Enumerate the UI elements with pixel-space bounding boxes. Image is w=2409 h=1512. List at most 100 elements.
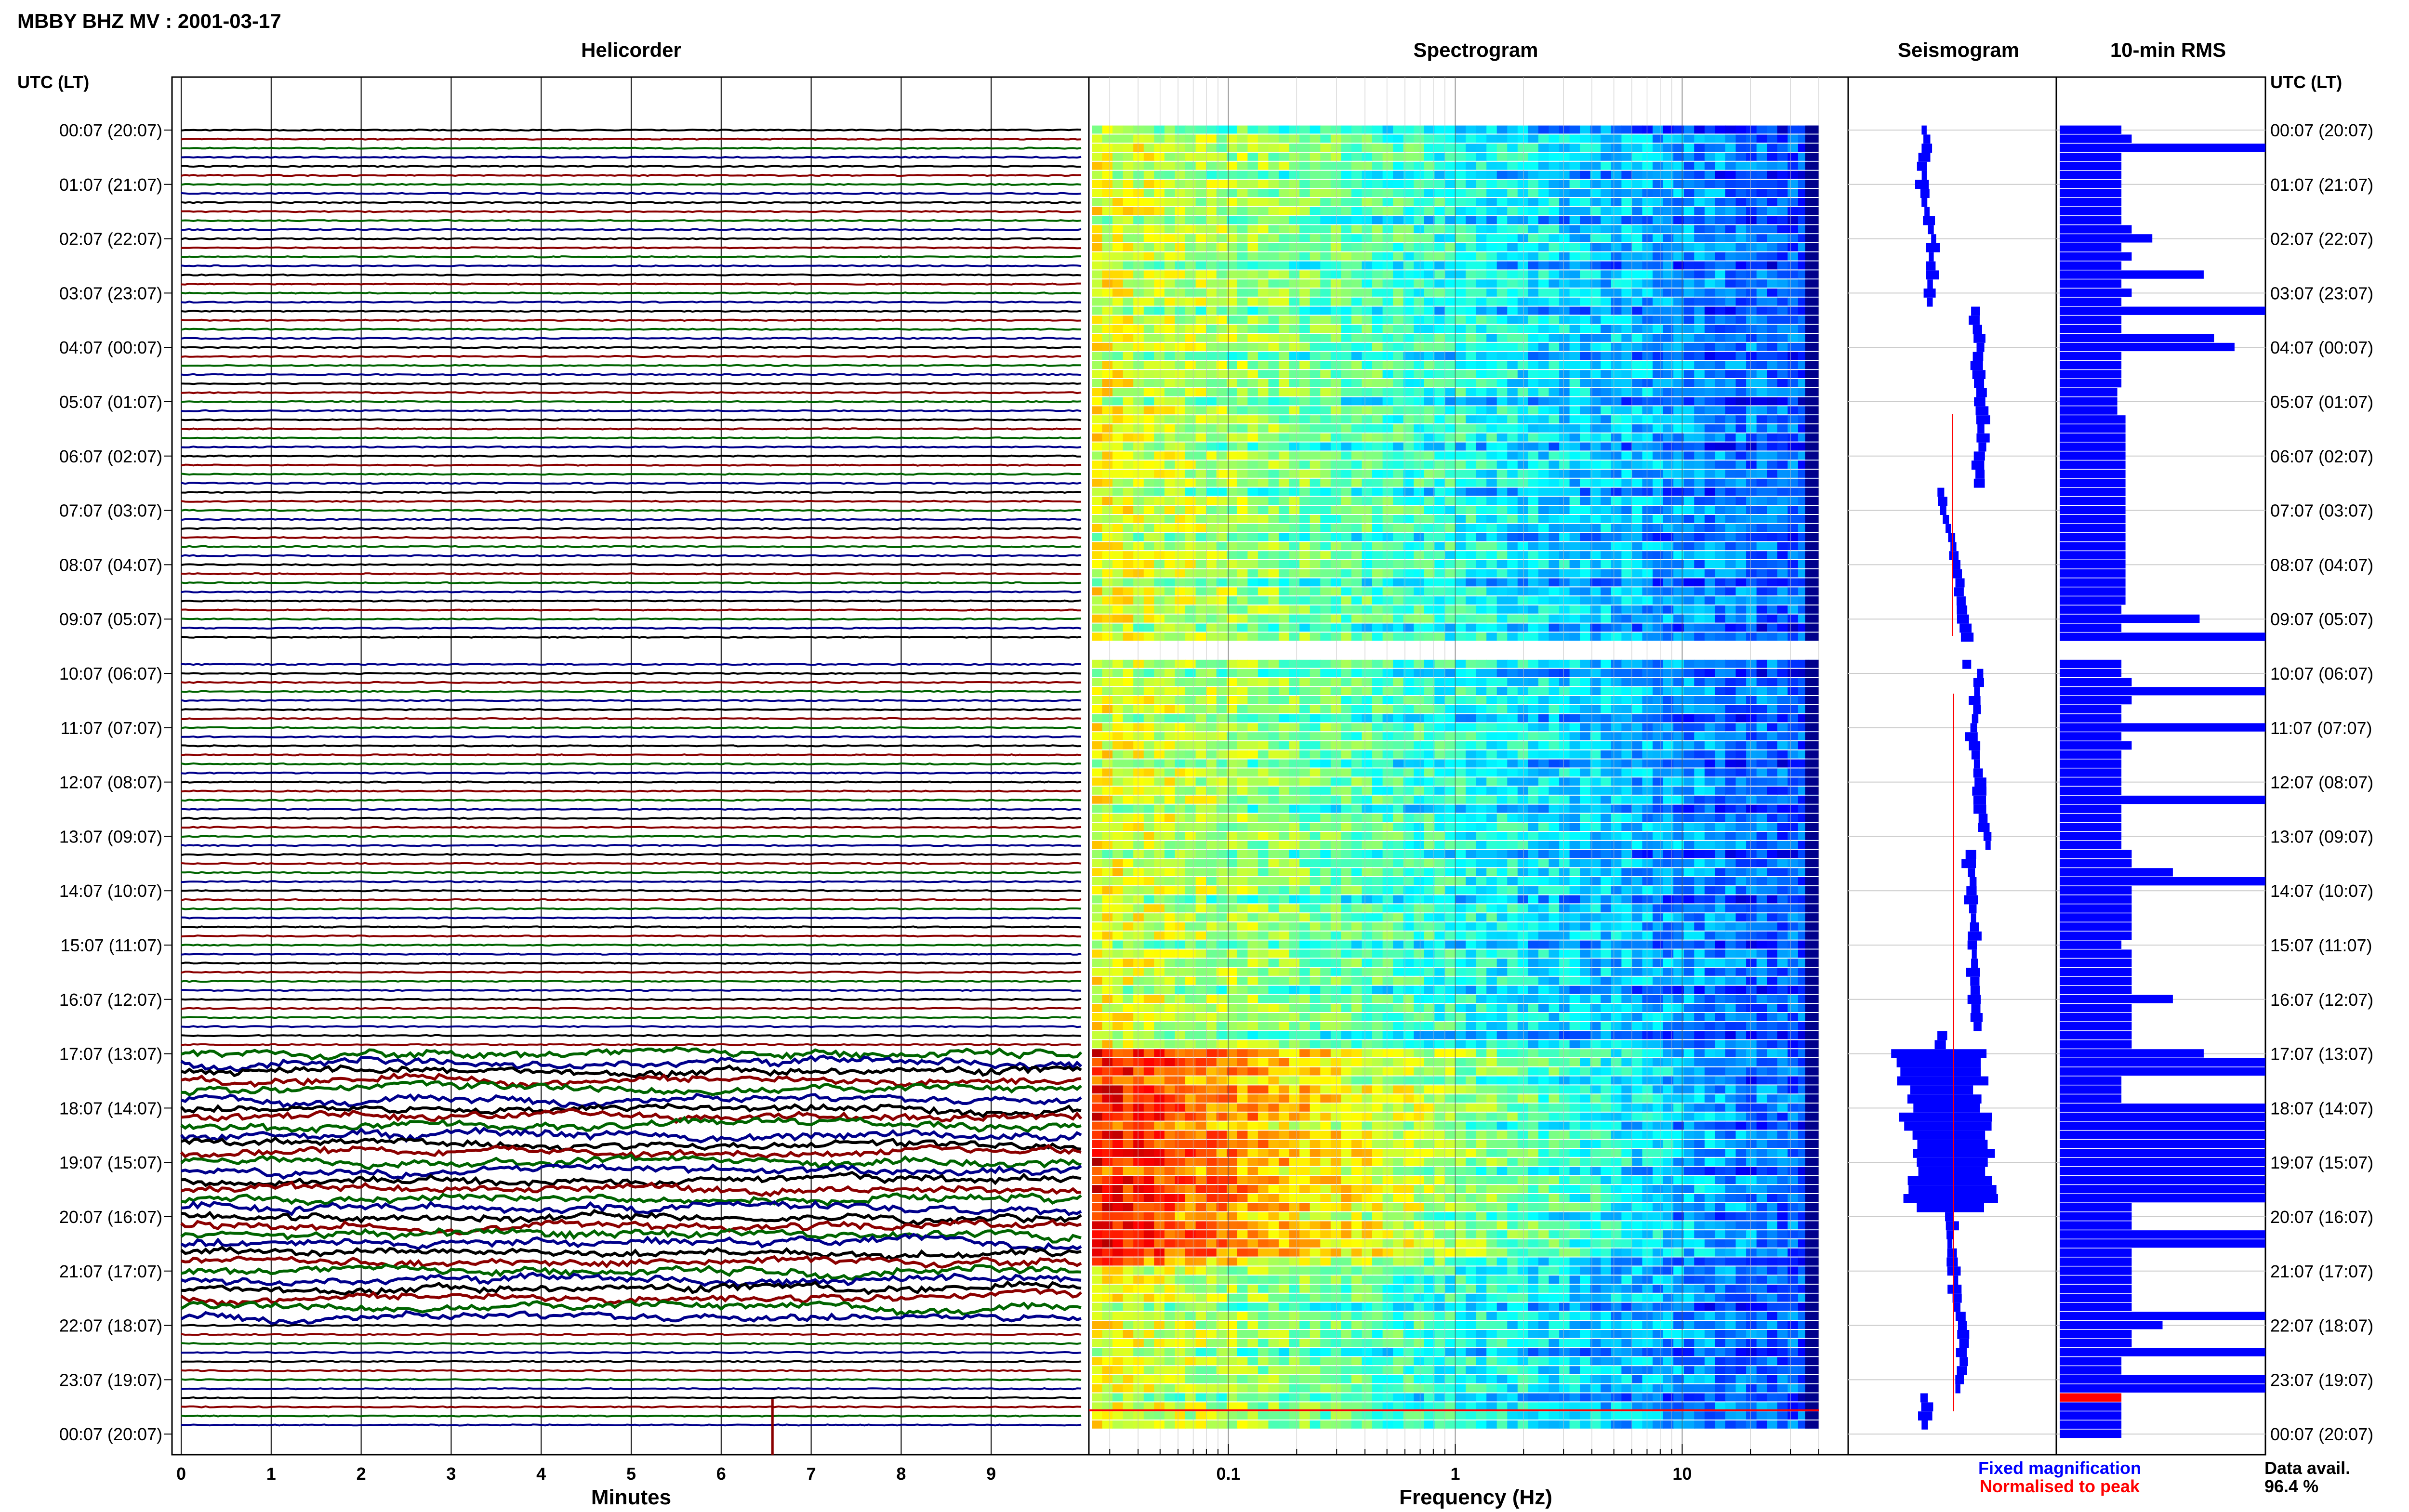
spectrogram-cell bbox=[1653, 560, 1664, 568]
spectrogram-cell bbox=[1185, 587, 1196, 596]
spectrogram-cell bbox=[1496, 470, 1508, 478]
spectrogram-cell bbox=[1715, 361, 1726, 369]
spectrogram-cell bbox=[1351, 487, 1363, 496]
spectrogram-cell bbox=[1694, 723, 1705, 732]
spectrogram-cell bbox=[1466, 379, 1477, 387]
spectrogram-cell bbox=[1756, 587, 1768, 596]
spectrogram-cell bbox=[1227, 397, 1238, 406]
spectrogram-cell bbox=[1611, 361, 1622, 369]
spectrogram-cell bbox=[1195, 297, 1206, 306]
spectrogram-cell bbox=[1683, 161, 1695, 170]
spectrogram-cell bbox=[1164, 153, 1176, 161]
helicorder-trace bbox=[181, 156, 1082, 159]
spectrogram-cell bbox=[1444, 370, 1456, 378]
spectrogram-cell bbox=[1227, 478, 1238, 487]
spectrogram-cell bbox=[1175, 424, 1186, 433]
spectrogram-cell bbox=[1559, 361, 1570, 369]
spectrogram-cell bbox=[1320, 234, 1331, 242]
spectrogram-cell bbox=[1227, 506, 1238, 514]
spectrogram-cell bbox=[1154, 370, 1165, 378]
spectrogram-cell bbox=[1538, 234, 1549, 242]
spectrogram-cell bbox=[1133, 388, 1144, 396]
spectrogram-cell bbox=[1227, 524, 1238, 532]
helicorder-trace bbox=[181, 400, 1082, 404]
spectrogram-cell bbox=[1715, 153, 1726, 161]
spectrogram-cell bbox=[1673, 750, 1684, 759]
spectrogram-cell bbox=[1673, 732, 1684, 740]
spectrogram-cell bbox=[1767, 678, 1778, 686]
spectrogram-cell bbox=[1580, 669, 1591, 677]
spectrogram-cell bbox=[1725, 415, 1736, 423]
spectrogram-cell bbox=[1559, 487, 1570, 496]
spectrogram-cell bbox=[1112, 316, 1124, 324]
spectrogram-cell bbox=[1611, 524, 1622, 532]
spectrogram-cell bbox=[1466, 361, 1477, 369]
spectrogram-cell bbox=[1507, 297, 1518, 306]
spectrogram-cell bbox=[1767, 623, 1778, 632]
spectrogram-cell bbox=[1601, 316, 1612, 324]
spectrogram-cell bbox=[1092, 161, 1103, 170]
helicorder-trace bbox=[181, 509, 1082, 512]
spectrogram-cell bbox=[1206, 243, 1217, 251]
spectrogram-cell bbox=[1653, 678, 1664, 686]
spectrogram-cell bbox=[1559, 696, 1570, 704]
spectrogram-cell bbox=[1237, 569, 1248, 578]
spectrogram-cell bbox=[1756, 705, 1768, 713]
spectrogram-cell bbox=[1320, 171, 1331, 179]
spectrogram-cell bbox=[1434, 352, 1445, 360]
spectrogram-cell bbox=[1185, 216, 1196, 224]
spectrogram-cell bbox=[1330, 442, 1342, 451]
spectrogram-cell bbox=[1123, 180, 1134, 188]
spectrogram-cell bbox=[1330, 252, 1342, 261]
spectrogram-cell bbox=[1372, 705, 1383, 713]
spectrogram-cell bbox=[1507, 198, 1518, 206]
spectrogram-cell bbox=[1621, 388, 1632, 396]
spectrogram-cell bbox=[1195, 506, 1206, 514]
spectrogram-cell bbox=[1247, 478, 1258, 487]
spectrogram-cell bbox=[1154, 569, 1165, 578]
spectrogram-cell bbox=[1590, 551, 1602, 559]
spectrogram-cell bbox=[1206, 587, 1217, 596]
spectrogram-cell bbox=[1455, 161, 1466, 170]
spectrogram-cell bbox=[1279, 460, 1290, 469]
spectrogram-cell bbox=[1507, 659, 1518, 668]
spectrogram-cell bbox=[1611, 659, 1622, 668]
spectrogram-cell bbox=[1351, 750, 1363, 759]
spectrogram-cell bbox=[1569, 632, 1580, 641]
spectrogram-cell bbox=[1528, 659, 1539, 668]
spectrogram-cell bbox=[1538, 180, 1549, 188]
spectrogram-cell bbox=[1341, 171, 1352, 179]
spectrogram-cell bbox=[1102, 189, 1113, 197]
spectrogram-cell bbox=[1611, 614, 1622, 623]
spectrogram-cell bbox=[1175, 342, 1186, 351]
spectrogram-cell bbox=[1164, 470, 1176, 478]
spectrogram-cell bbox=[1247, 705, 1258, 713]
helicorder-trace bbox=[181, 346, 1082, 349]
spectrogram-cell bbox=[1351, 524, 1363, 532]
spectrogram-cell bbox=[1538, 207, 1549, 215]
spectrogram-cell bbox=[1185, 714, 1196, 723]
helicorder-trace bbox=[180, 1153, 1082, 1170]
spectrogram-cell bbox=[1382, 678, 1393, 686]
spectrogram-cell bbox=[1351, 342, 1363, 351]
spectrogram-cell bbox=[1195, 451, 1206, 460]
spectrogram-cell bbox=[1704, 370, 1716, 378]
spectrogram-cell bbox=[1642, 506, 1653, 514]
spectrogram-cell bbox=[1351, 134, 1363, 143]
spectrogram-cell bbox=[1268, 687, 1279, 695]
spectrogram-cell bbox=[1704, 207, 1716, 215]
spectrogram-cell bbox=[1683, 678, 1695, 686]
spectrogram-cell bbox=[1621, 533, 1632, 541]
spectrogram-cell bbox=[1767, 279, 1778, 288]
spectrogram-cell bbox=[1496, 125, 1508, 134]
spectrogram-cell bbox=[1683, 225, 1695, 234]
spectrogram-cell bbox=[1299, 696, 1310, 704]
spectrogram-cell bbox=[1611, 451, 1622, 460]
spectrogram-cell bbox=[1393, 623, 1404, 632]
spectrogram-cell bbox=[1694, 687, 1705, 695]
spectrogram-cell bbox=[1268, 460, 1279, 469]
spectrogram-cell bbox=[1715, 587, 1726, 596]
spectrogram-edge bbox=[1805, 506, 1819, 514]
spectrogram-cell bbox=[1746, 614, 1757, 623]
spectrogram-cell bbox=[1590, 361, 1602, 369]
